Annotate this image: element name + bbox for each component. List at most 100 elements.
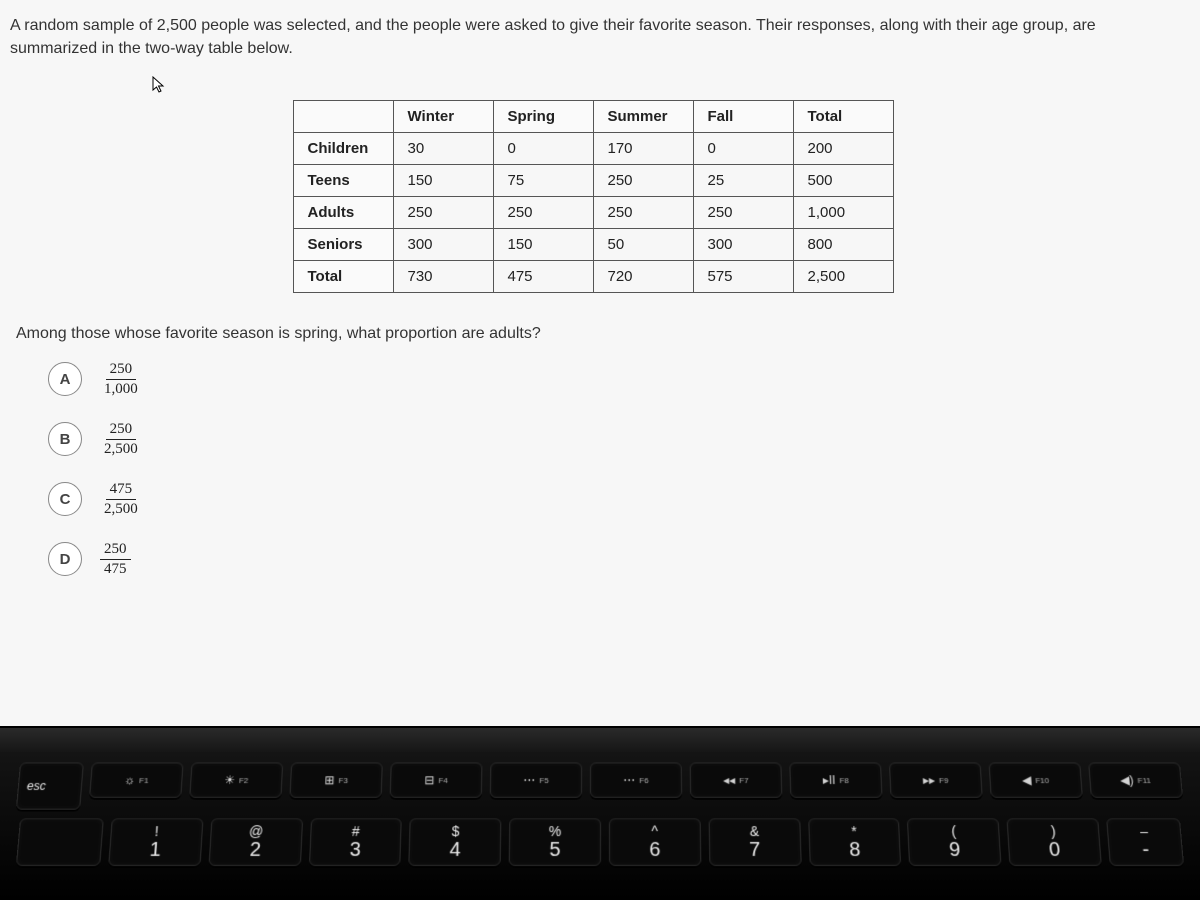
choice-fraction: 250 475 <box>100 541 131 577</box>
key-icon: ⊞ <box>324 773 335 787</box>
f5-key: ⋯F5 <box>490 762 582 797</box>
key-sym: & <box>750 824 760 838</box>
fraction-numerator: 250 <box>106 421 137 440</box>
cell: 200 <box>793 133 893 165</box>
key-0: )0 <box>1007 818 1102 866</box>
cell: 170 <box>593 133 693 165</box>
key-num: 9 <box>949 840 961 860</box>
key-icon: ☼ <box>124 773 136 787</box>
cell: 730 <box>393 261 493 293</box>
choice-b[interactable]: B 250 2,500 <box>48 421 1182 457</box>
fraction-denominator: 2,500 <box>100 500 142 518</box>
choice-c[interactable]: C 475 2,500 <box>48 481 1182 517</box>
key-label: F9 <box>939 776 949 785</box>
fn-row: esc ☼F1 ☀F2 ⊞F3 ⊟F4 ⋯F5 ⋯F6 ◂◂F7 ▸IIF8 ▸… <box>16 762 1184 809</box>
cell: 1,000 <box>793 197 893 229</box>
key-sym: ( <box>951 824 956 838</box>
cursor-area <box>4 68 1182 100</box>
key-label: F11 <box>1137 776 1151 785</box>
cell: 150 <box>393 165 493 197</box>
key-icon: ⋯ <box>623 773 635 787</box>
f3-key: ⊞F3 <box>289 762 382 797</box>
cell: 500 <box>793 165 893 197</box>
row-header: Seniors <box>293 229 393 261</box>
cell: 575 <box>693 261 793 293</box>
keyboard: esc ☼F1 ☀F2 ⊞F3 ⊟F4 ⋯F5 ⋯F6 ◂◂F7 ▸IIF8 ▸… <box>0 752 1200 900</box>
choice-bubble[interactable]: A <box>48 362 82 396</box>
number-row: !1 @2 #3 $4 %5 ^6 &7 *8 (9 )0 –- <box>16 818 1184 866</box>
row-header: Adults <box>293 197 393 229</box>
key-num: 3 <box>349 840 361 860</box>
f9-key: ▸▸F9 <box>889 762 983 797</box>
cell: 30 <box>393 133 493 165</box>
table-row: Teens 150 75 250 25 500 <box>293 165 893 197</box>
col-blank <box>293 101 393 133</box>
cell: 250 <box>393 197 493 229</box>
cell: 800 <box>793 229 893 261</box>
cell: 75 <box>493 165 593 197</box>
f7-key: ◂◂F7 <box>690 762 783 797</box>
key-sym: $ <box>451 824 459 838</box>
key-icon: ◀ <box>1022 773 1032 787</box>
col-fall: Fall <box>693 101 793 133</box>
col-total: Total <box>793 101 893 133</box>
choice-d[interactable]: D 250 475 <box>48 541 1182 577</box>
row-header: Children <box>293 133 393 165</box>
cell: 250 <box>693 197 793 229</box>
key-icon: ▸II <box>823 773 836 787</box>
f2-key: ☀F2 <box>189 762 283 797</box>
key-dash: –- <box>1106 818 1184 866</box>
cell: 250 <box>593 197 693 229</box>
f1-key: ☼F1 <box>89 762 183 797</box>
key-label: F1 <box>139 776 149 785</box>
esc-key: esc <box>16 762 84 809</box>
table-row: Adults 250 250 250 250 1,000 <box>293 197 893 229</box>
key-7: &7 <box>708 818 801 866</box>
key-num: 5 <box>549 840 560 860</box>
key-6: ^6 <box>609 818 701 866</box>
key-num: - <box>1141 840 1149 860</box>
cell: 2,500 <box>793 261 893 293</box>
key-8: *8 <box>808 818 902 866</box>
choice-a[interactable]: A 250 1,000 <box>48 361 1182 397</box>
cursor-icon <box>152 76 166 94</box>
f4-key: ⊟F4 <box>390 762 483 797</box>
key-label: F5 <box>539 776 548 785</box>
key-icon: ◂◂ <box>723 773 735 787</box>
cell: 300 <box>693 229 793 261</box>
cell: 250 <box>593 165 693 197</box>
cell: 25 <box>693 165 793 197</box>
key-1: !1 <box>108 818 203 866</box>
prompt-text: A random sample of 2,500 people was sele… <box>4 14 1182 68</box>
key-sym: % <box>549 824 562 838</box>
choice-fraction: 250 1,000 <box>100 361 142 397</box>
cell: 300 <box>393 229 493 261</box>
table-row: Seniors 300 150 50 300 800 <box>293 229 893 261</box>
fraction-denominator: 1,000 <box>100 380 142 398</box>
choice-bubble[interactable]: C <box>48 482 82 516</box>
cell: 250 <box>493 197 593 229</box>
key-5: %5 <box>509 818 601 866</box>
key-sym: # <box>352 824 360 838</box>
cell: 150 <box>493 229 593 261</box>
f6-key: ⋯F6 <box>590 762 682 797</box>
key-2: @2 <box>208 818 302 866</box>
choice-bubble[interactable]: B <box>48 422 82 456</box>
cell: 50 <box>593 229 693 261</box>
fraction-numerator: 250 <box>100 541 131 560</box>
f11-key: ◀)F11 <box>1088 762 1183 797</box>
fraction-numerator: 475 <box>106 481 137 500</box>
key-sym: ! <box>154 824 159 838</box>
key-label: F10 <box>1035 776 1049 785</box>
row-header: Teens <box>293 165 393 197</box>
answer-choices: A 250 1,000 B 250 2,500 C 475 2,500 D 25… <box>4 361 1182 577</box>
season-table: Winter Spring Summer Fall Total Children… <box>293 100 894 293</box>
choice-fraction: 475 2,500 <box>100 481 142 517</box>
key-9: (9 <box>907 818 1001 866</box>
fraction-numerator: 250 <box>106 361 137 380</box>
key-num: 6 <box>649 840 660 860</box>
key-sym: ^ <box>651 824 658 838</box>
key-label: F8 <box>839 776 849 785</box>
key-label: F4 <box>438 776 448 785</box>
choice-bubble[interactable]: D <box>48 542 82 576</box>
